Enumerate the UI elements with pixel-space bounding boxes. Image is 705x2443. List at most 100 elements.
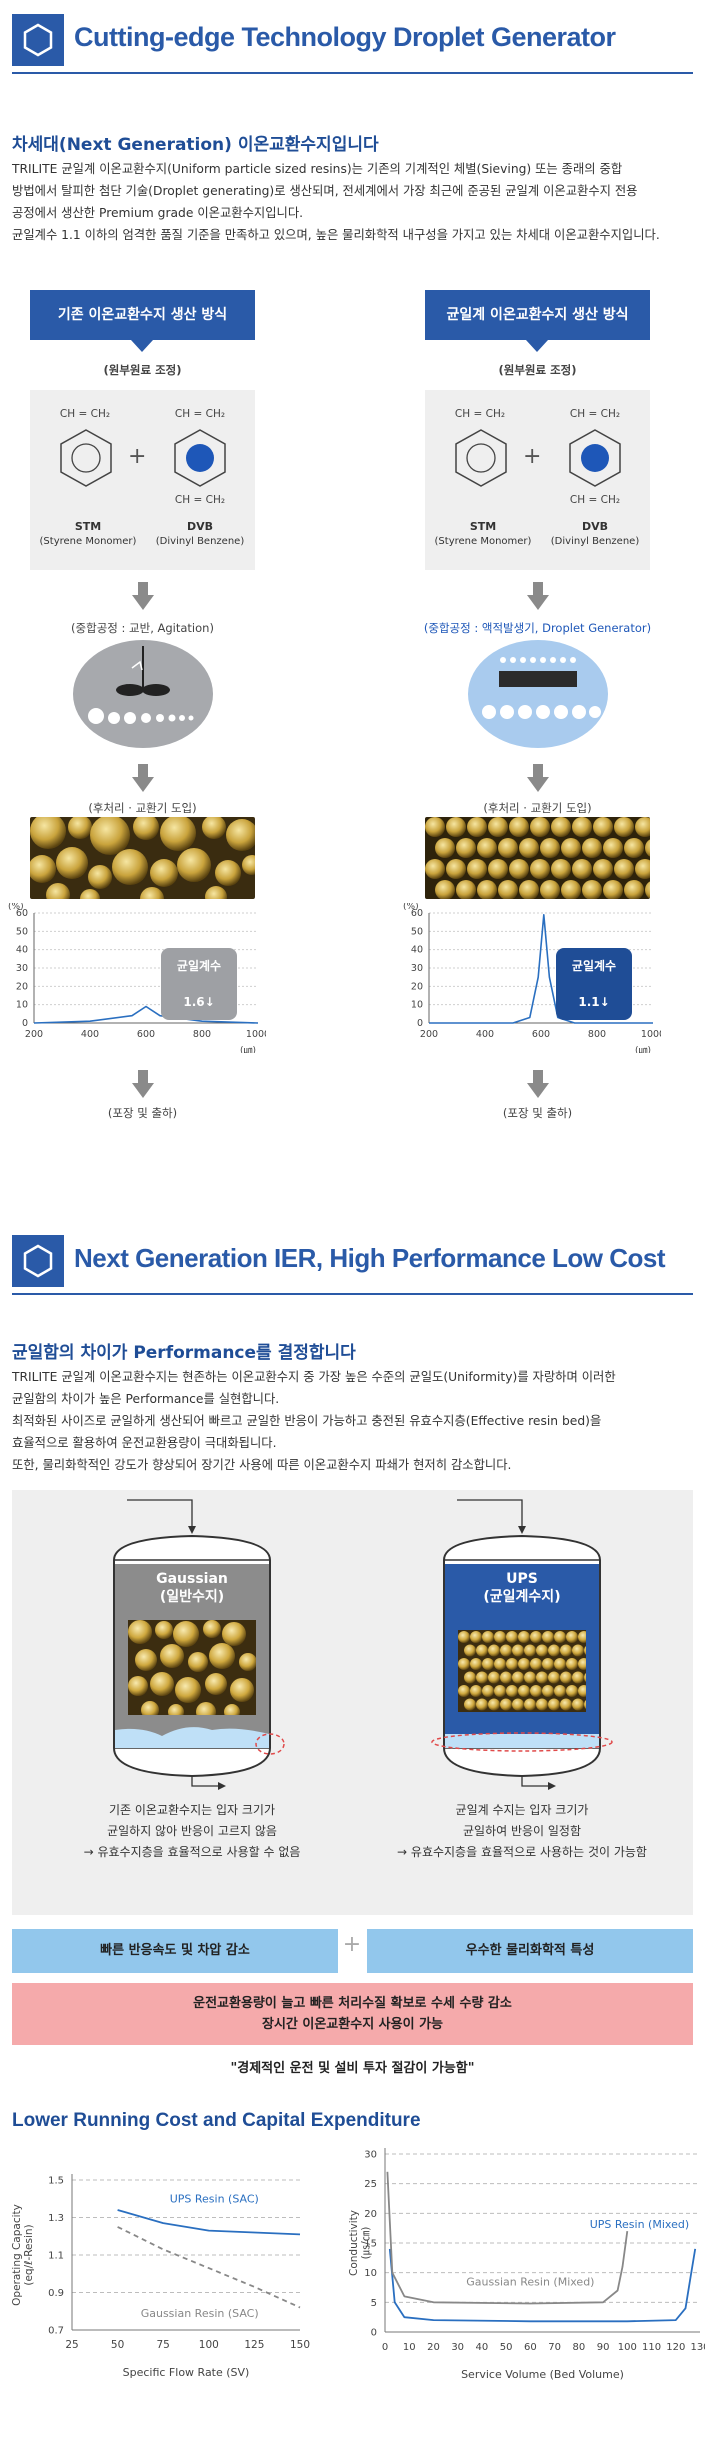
resin-bead (512, 1698, 524, 1711)
stm-sublabel: (Styrene Monomer) (434, 536, 532, 547)
resin-bead (482, 1658, 494, 1670)
resin-bead (584, 1646, 586, 1655)
y-tick-label: 0 (22, 1018, 28, 1029)
x-tick-label: 50 (111, 2339, 124, 2351)
uniform-beads-image (425, 817, 650, 899)
resin-bead (635, 817, 650, 837)
resin-bead (425, 817, 445, 837)
resin-bead (551, 817, 571, 837)
x-tick-label: 0 (382, 2342, 388, 2353)
resin-bead (464, 1644, 476, 1657)
resin-bead (456, 838, 476, 858)
right-process-label: (중합공정 : 액적발생기, Droplet Generator) (423, 621, 652, 635)
resin-bead (524, 1698, 536, 1711)
dvb-sublabel: (Divinyl Benzene) (550, 536, 640, 547)
dvb-formula-bottom: CH = CH₂ (174, 494, 226, 506)
resin-bead (476, 1698, 488, 1711)
resin-bead (560, 1698, 572, 1711)
durability-badge: 우수한 물리화학적 특성 (367, 1929, 693, 1973)
resin-bead (464, 1671, 476, 1684)
y-tick-label: 1.3 (48, 2213, 64, 2224)
x-tick-label: 75 (157, 2339, 170, 2351)
stm-label: STM (74, 520, 102, 533)
resin-bead (519, 838, 539, 858)
y-tick-label: 30 (16, 963, 28, 974)
process-comparison: 기존 이온교환수지 생산 방식 (원부원료 조정) CH = CH₂ + CH … (0, 290, 705, 1160)
x-tick-label: 40 (476, 2342, 489, 2353)
x-tick-label: 130 (690, 2342, 705, 2353)
right-monomer-box: CH = CH₂ + CH = CH₂ CH = CH₂ STM (Styren… (425, 390, 650, 570)
section1-paragraph: TRILITE 균일계 이온교환수지(Uniform particle size… (12, 162, 660, 242)
y-tick-label: 20 (364, 2209, 377, 2220)
x-tick-label: 50 (500, 2342, 513, 2353)
resin-bead (524, 1671, 536, 1684)
y-tick-label: 15 (364, 2239, 377, 2250)
distribution-line (33, 1005, 259, 1024)
y-tick-label: 60 (16, 908, 28, 919)
resin-bead (584, 1673, 586, 1682)
left-header-pointer (131, 340, 153, 352)
y-tick-label: 1.1 (48, 2251, 64, 2262)
x-tick-label: 800 (588, 1029, 606, 1040)
y-tick-label: 5 (371, 2298, 377, 2309)
left-monomer-box: CH = CH₂ + CH = CH₂ CH = CH₂ STM (Styren… (30, 390, 255, 570)
y-unit-label: (%) (403, 903, 419, 912)
resin-bead (566, 1658, 578, 1670)
benzene-ring-blue-icon (569, 429, 621, 487)
x-tick-label: 600 (137, 1029, 155, 1040)
stm-formula: CH = CH₂ (59, 408, 111, 420)
series-line (388, 2248, 697, 2323)
resin-bead (603, 880, 623, 899)
resin-bead (582, 838, 602, 858)
conductivity-chart: 30 25 20 15 10 5 0 0 10 20 30 40 50 60 70 80 90 100 110 120… (345, 2140, 705, 2430)
resin-bead (446, 859, 466, 879)
resin-bead (542, 1685, 554, 1697)
y-tick-label: 25 (364, 2179, 377, 2190)
hexagon-icon (12, 1235, 64, 1287)
y-tick-label: 1.5 (48, 2176, 64, 2187)
resin-bead (494, 1685, 506, 1697)
agitation-tank-icon (73, 640, 213, 748)
resin-bead (458, 1685, 470, 1697)
right-header-pointer (526, 340, 548, 352)
section3-title: Lower Running Cost and Capital Expenditu… (12, 2110, 421, 2131)
y-axis-title: Conductivity(㎲/㎝) (348, 2210, 372, 2276)
arrow-down-icon (132, 764, 154, 792)
resin-bead (530, 1658, 542, 1670)
y-tick-label: 0 (371, 2328, 377, 2339)
x-tick-label: 800 (193, 1029, 211, 1040)
y-tick-label: 50 (16, 926, 28, 937)
resin-bead (578, 1658, 586, 1670)
benefit-banner: 운전교환용량이 늘고 빠른 처리수질 확보로 수세 수량 감소 장시간 이온교환… (12, 1983, 693, 2045)
resin-bead (624, 880, 644, 899)
y-tick-label: 40 (411, 945, 423, 956)
resin-bead (494, 1631, 506, 1643)
x-tick-label: 10 (403, 2342, 416, 2353)
resin-bead (624, 838, 644, 858)
left-post-label: (후처리 · 교환기 도입) (88, 801, 197, 815)
resin-bead (560, 1644, 572, 1657)
plus-sign: + (342, 1932, 362, 1957)
dvb-label: DVB (581, 520, 609, 533)
resin-bead (548, 1698, 560, 1711)
resin-bead (572, 1671, 584, 1684)
series-label: UPS Resin (Mixed) (590, 2218, 689, 2231)
operating-capacity-chart: 1.5 1.3 1.1 0.9 0.7 25 50 75 100 125 150 Specific F… (0, 2140, 340, 2430)
resin-bead (477, 880, 497, 899)
resin-bead (464, 1698, 476, 1711)
resin-bead (548, 1671, 560, 1684)
resin-bead (566, 1685, 578, 1697)
vessel-comparison-panel: Gaussian (일반수지) UPS (균일계수지) 기존 이온교환수지는 입… (12, 1490, 693, 1915)
resin-bead (645, 839, 650, 857)
resin-bead (593, 817, 613, 837)
resin-bead (542, 1658, 554, 1670)
x-tick-label: 30 (451, 2342, 464, 2353)
resin-bead (506, 1631, 518, 1643)
x-unit-label: (㎛) (240, 1046, 256, 1053)
section2-subtitle: 균일함의 차이가 Performance를 결정합니다 (12, 1343, 356, 1363)
benzene-ring-icon (455, 429, 507, 487)
series-label: Gaussian Resin (SAC) (141, 2307, 259, 2320)
x-axis-title: Specific Flow Rate (SV) (123, 2366, 250, 2379)
